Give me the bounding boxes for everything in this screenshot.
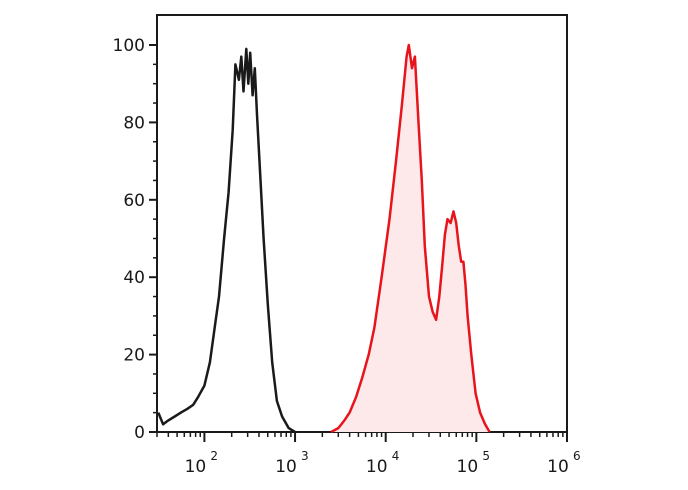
x-tick-label-base: 10 xyxy=(457,457,479,477)
series-layer xyxy=(157,43,491,434)
x-tick-label-exponent: 3 xyxy=(301,449,309,463)
x-tick-label-exponent: 5 xyxy=(482,449,490,463)
y-tick-label: 80 xyxy=(123,113,145,133)
x-tick-label-exponent: 6 xyxy=(573,449,581,463)
y-tick-label: 60 xyxy=(123,191,145,211)
series-2-area xyxy=(331,45,490,432)
x-tick-label-exponent: 4 xyxy=(392,449,400,463)
series-2-line xyxy=(330,43,491,434)
x-tick-label-base: 10 xyxy=(185,457,207,477)
x-tick-label-base: 10 xyxy=(275,457,297,477)
y-tick-label: 20 xyxy=(123,346,145,366)
y-tick-label: 100 xyxy=(113,36,145,56)
y-tick-label: 40 xyxy=(123,268,145,288)
y-axis: 0 20 40 60 80 100 xyxy=(113,36,157,443)
x-tick-label-base: 10 xyxy=(366,457,388,477)
x-tick-label-base: 10 xyxy=(547,457,569,477)
x-tick-label-exponent: 2 xyxy=(210,449,218,463)
plot-frame xyxy=(156,14,568,433)
y-tick-label: 0 xyxy=(134,423,145,443)
series-1-line xyxy=(157,47,296,434)
